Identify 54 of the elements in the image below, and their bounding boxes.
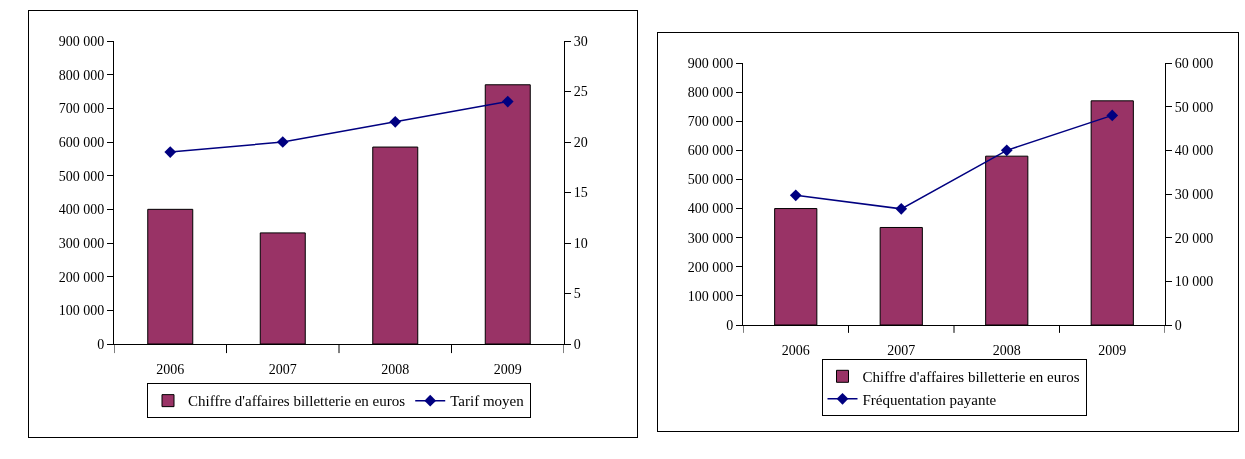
y2-tick-label: 0 [1174,317,1182,333]
x-tick-label: 2007 [268,361,297,377]
y-tick-label: 0 [726,317,734,333]
y-tick-label: 400 000 [58,202,105,218]
y-tick-label: 700 000 [687,114,734,130]
y-tick-label: 600 000 [58,134,105,150]
y2-tick-label: 25 [573,84,588,100]
legend-label: Tarif moyen [450,393,525,410]
point [789,189,802,202]
y-tick-label: 500 000 [687,172,734,188]
y2-tick-label: 5 [573,286,581,302]
y2-tick-label: 60 000 [1174,55,1214,71]
y2-tick-label: 20 000 [1174,230,1214,246]
point [389,115,402,128]
y-tick-label: 200 000 [58,269,105,285]
point [1106,109,1119,122]
y2-tick-label: 30 000 [1174,186,1214,202]
y2-tick-label: 30 [573,33,588,49]
y2-tick-label: 50 000 [1174,99,1214,115]
y-tick-label: 100 000 [58,303,105,319]
y-tick-label: 600 000 [687,143,734,159]
legend-label: Chiffre d'affaires billetterie en euros [188,393,406,410]
y2-tick-label: 20 [573,134,588,150]
y-tick-label: 800 000 [687,85,734,101]
y2-tick-label: 10 [573,235,588,251]
y2-tick-label: 40 000 [1174,143,1214,159]
point [164,146,177,158]
y-tick-label: 100 000 [687,288,734,304]
y-tick-label: 300 000 [58,235,105,251]
y-tick-label: 700 000 [58,101,105,117]
legend-label: Chiffre d'affaires billetterie en euros [862,369,1080,386]
y-tick-label: 900 000 [687,55,734,71]
point [895,203,908,215]
x-tick-label: 2007 [887,342,916,358]
x-tick-label: 2006 [156,361,185,377]
y2-tick-label: 10 000 [1174,274,1214,290]
y-tick-label: 900 000 [58,33,105,49]
x-tick-label: 2006 [781,342,810,358]
y2-tick-label: 0 [573,336,581,352]
y-tick-label: 200 000 [687,259,734,275]
y-tick-label: 400 000 [687,201,734,217]
y-tick-label: 500 000 [58,168,105,184]
x-tick-label: 2008 [992,342,1021,358]
legend-label: Fréquentation payante [862,391,997,408]
y-tick-label: 300 000 [687,230,734,246]
x-tick-label: 2009 [493,361,522,377]
point [1000,144,1013,157]
y-tick-label: 0 [97,336,105,352]
point [276,136,289,148]
y-tick-label: 800 000 [58,67,105,83]
point [501,95,514,108]
x-tick-label: 2009 [1098,342,1127,358]
y2-tick-label: 15 [573,185,588,201]
x-tick-label: 2008 [381,361,410,377]
